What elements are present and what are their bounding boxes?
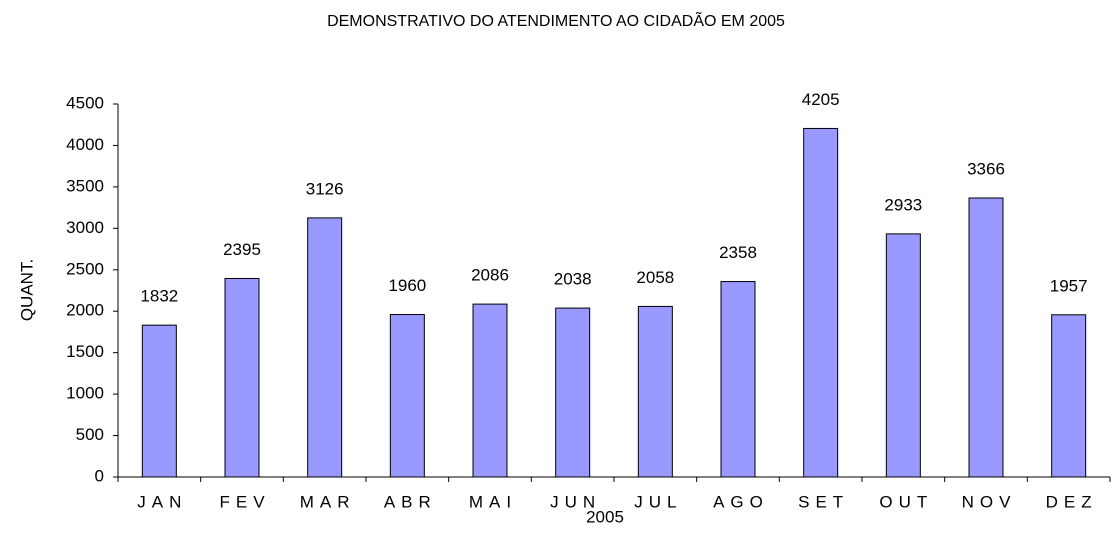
x-tick-label: DEZ <box>1046 492 1098 511</box>
x-tick-label: JUN <box>550 492 601 511</box>
bar <box>720 281 756 478</box>
data-label: 2058 <box>636 268 674 287</box>
data-label: 2038 <box>554 270 592 289</box>
x-tick-label: NOV <box>962 492 1017 511</box>
y-tick-label: 3000 <box>66 218 104 237</box>
bar <box>141 324 177 478</box>
y-tick-label: 0 <box>95 466 104 485</box>
data-label: 2086 <box>471 266 509 285</box>
y-tick-label: 1500 <box>66 342 104 361</box>
bar <box>803 127 839 478</box>
bar <box>637 305 673 478</box>
chart-title: DEMONSTRATIVO DO ATENDIMENTO AO CIDADÃO … <box>327 10 785 30</box>
y-tick-label: 1000 <box>66 384 104 403</box>
x-tick-label: SET <box>798 492 849 511</box>
y-tick-label: 4000 <box>66 135 104 154</box>
bar <box>307 217 343 478</box>
y-tick-label: 2000 <box>66 301 104 320</box>
data-label: 2395 <box>223 240 261 259</box>
data-label: 3126 <box>306 179 344 198</box>
data-label: 3366 <box>967 159 1005 178</box>
bar <box>968 197 1004 478</box>
x-tick-label: FEV <box>219 492 270 511</box>
x-tick-label: AGO <box>713 492 769 511</box>
x-tick-label: ABR <box>384 492 437 511</box>
bar <box>389 314 425 478</box>
y-tick-label: 3500 <box>66 176 104 195</box>
data-label: 1957 <box>1050 276 1088 295</box>
x-tick-label: MAI <box>469 492 517 511</box>
y-tick-label: 2500 <box>66 259 104 278</box>
bar <box>885 233 921 478</box>
data-label: 4205 <box>802 90 840 109</box>
x-tick-label: OUT <box>879 492 933 511</box>
y-axis-label: QUANT. <box>17 259 36 321</box>
bar <box>555 307 591 478</box>
data-label: 1960 <box>388 276 426 295</box>
y-tick-label: 500 <box>76 425 104 444</box>
bar <box>224 277 260 478</box>
data-label: 2358 <box>719 243 757 262</box>
x-tick-label: JUL <box>634 492 682 511</box>
bar <box>1051 314 1087 478</box>
x-tick-label: JAN <box>137 492 187 511</box>
x-axis-label: 2005 <box>586 507 624 526</box>
x-tick-label: MAR <box>300 492 356 511</box>
data-label: 2933 <box>884 195 922 214</box>
data-label: 1832 <box>140 287 178 306</box>
bar <box>472 303 508 478</box>
y-tick-label: 4500 <box>66 93 104 112</box>
